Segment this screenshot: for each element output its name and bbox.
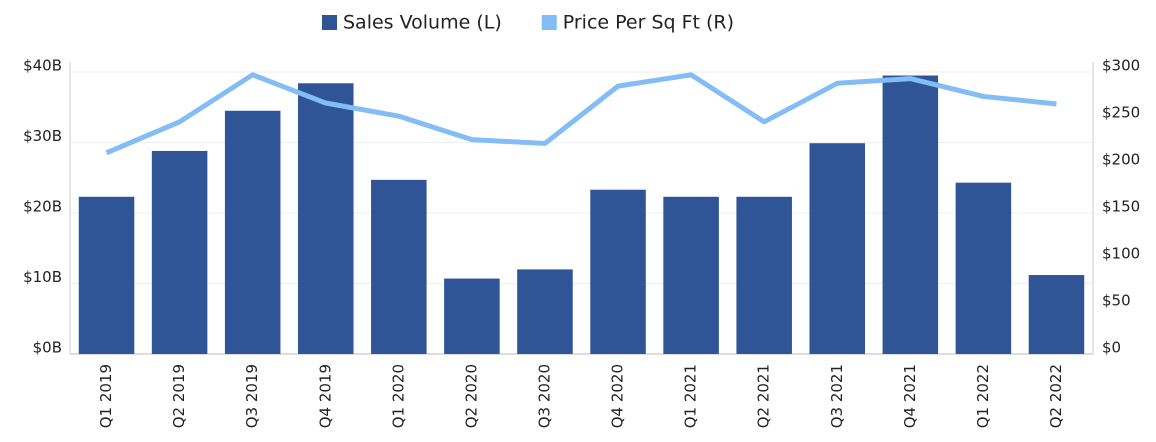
y2-tick-label: $150 (1102, 198, 1140, 216)
bar (78, 196, 135, 354)
bar (590, 189, 646, 354)
x-tick-label: Q3 2019 (243, 364, 261, 428)
bar (151, 150, 208, 354)
x-tick-label: Q4 2021 (901, 364, 919, 428)
bar (517, 269, 573, 354)
line (105, 72, 1057, 156)
y2-tick-label: $250 (1102, 104, 1140, 122)
bar (371, 179, 427, 354)
bar (882, 75, 939, 355)
y2-tick-label: $0 (1102, 339, 1121, 357)
x-tick-label: Q4 2020 (609, 364, 627, 428)
x-tick-label: Q2 2021 (755, 364, 773, 428)
x-tick-label: Q1 2019 (97, 364, 115, 428)
x-tick-label: Q3 2021 (828, 364, 846, 428)
x-tick-label: Q3 2020 (535, 364, 553, 428)
y2-tick-label: $50 (1102, 292, 1131, 310)
x-tick-label: Q2 2020 (462, 364, 480, 428)
bar (955, 182, 1012, 354)
y-tick-label: $10B (23, 268, 62, 286)
y2-tick-label: $100 (1102, 245, 1140, 263)
y-tick-label: $30B (23, 127, 62, 145)
legend-label: Price Per Sq Ft (R) (563, 12, 734, 34)
legend-label: Sales Volume (L) (343, 12, 502, 34)
bar (224, 110, 281, 355)
y2-tick-label: $200 (1102, 151, 1140, 169)
y-tick-label: $40B (23, 57, 62, 75)
bar (736, 196, 792, 354)
bar (663, 196, 719, 354)
y-tick-label: $20B (23, 198, 62, 216)
x-tick-label: Q4 2019 (316, 364, 334, 428)
x-tick-label: Q2 2019 (170, 364, 188, 428)
legend-swatch (541, 15, 557, 30)
legend-swatch (322, 15, 337, 30)
x-tick-label: Q1 2021 (682, 364, 700, 428)
bar (809, 143, 866, 354)
x-tick-label: Q2 2022 (1047, 364, 1065, 428)
x-tick-label: Q1 2022 (974, 364, 992, 428)
bar (297, 83, 354, 354)
y2-tick-label: $300 (1102, 57, 1140, 75)
bar (1028, 275, 1085, 354)
bar (444, 278, 500, 354)
y-tick-label: $0B (33, 339, 62, 357)
x-tick-label: Q1 2020 (389, 364, 407, 428)
